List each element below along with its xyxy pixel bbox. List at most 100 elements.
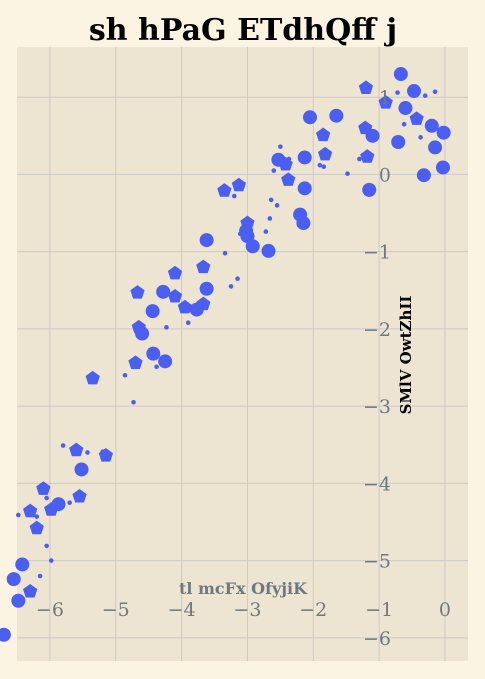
data-point-pentagon <box>36 481 51 495</box>
data-point-pentagon <box>72 488 87 503</box>
data-point-dot <box>401 121 407 127</box>
y-tick-label: −2 <box>363 319 391 341</box>
data-point-pentagon <box>318 146 333 161</box>
data-point-pentagon <box>196 259 211 274</box>
x-tick-labels: −6 −5 −4 −3 −2 −1 0 <box>36 599 451 621</box>
data-point-circle <box>296 216 311 231</box>
data-point-dot <box>16 512 21 518</box>
data-point-pentagon <box>29 520 44 535</box>
data-point-circle <box>11 593 26 608</box>
data-point-dot <box>34 514 40 519</box>
data-point-circle <box>393 67 408 82</box>
data-point-pentagon <box>128 355 143 369</box>
x-axis-label: tl mcFx OfyjiK <box>179 579 308 598</box>
data-point-circle <box>6 572 21 587</box>
plot-background <box>17 47 468 661</box>
y-tick-label: −3 <box>363 396 391 418</box>
data-point-pentagon <box>281 172 296 186</box>
y-tick-label: 0 <box>379 164 391 186</box>
data-point-circle <box>436 125 451 140</box>
data-point-pentagon <box>217 183 232 197</box>
data-point-dot <box>395 90 400 95</box>
data-point-circle <box>158 354 173 369</box>
data-point-dot <box>274 203 280 208</box>
y-tick-label: −6 <box>363 628 391 650</box>
data-point-dot <box>85 450 90 455</box>
data-point-circle <box>145 304 160 319</box>
data-point-dot <box>100 449 105 454</box>
y-tick-label: −1 <box>363 242 391 264</box>
data-point-circle <box>199 281 214 296</box>
data-point-dot <box>122 372 128 378</box>
data-point-circle <box>362 182 377 197</box>
data-point-dot <box>48 558 54 563</box>
data-point-pentagon <box>23 583 38 598</box>
y-tick-labels: −6 −5 −4 −3 −2 −1 0 1 <box>363 87 391 650</box>
data-point-circle <box>297 181 312 196</box>
data-point-dot <box>222 250 228 256</box>
x-tick-label: −4 <box>168 599 196 621</box>
data-points <box>0 67 451 642</box>
x-tick-label: −5 <box>102 599 130 621</box>
data-point-dot <box>37 573 43 579</box>
data-point-pentagon <box>167 288 183 303</box>
y-axis-label: SMlV OwtZhII <box>397 296 415 415</box>
x-tick-label: −3 <box>233 599 261 621</box>
data-point-dot <box>67 500 72 505</box>
data-point-dot <box>60 443 66 448</box>
data-point-pentagon <box>358 80 374 94</box>
x-tick-label: −2 <box>299 599 327 621</box>
data-point-circle <box>329 108 344 123</box>
data-point-pentagon <box>231 177 247 192</box>
data-point-pentagon <box>85 370 100 385</box>
data-point-dot <box>278 144 283 149</box>
data-point-circle <box>416 168 431 183</box>
data-point-pentagon <box>409 111 424 125</box>
y-tick-label: −4 <box>363 473 391 495</box>
y-tick-label: 1 <box>379 87 391 109</box>
data-point-pentagon <box>131 319 146 334</box>
data-point-circle <box>398 101 413 116</box>
data-point-dot <box>286 156 292 162</box>
data-point-dot <box>384 96 390 102</box>
data-point-dot <box>44 495 49 501</box>
data-point-dot <box>228 284 234 289</box>
data-point-pentagon <box>316 127 331 142</box>
data-point-circle <box>146 346 161 361</box>
data-point-dot <box>231 193 237 199</box>
data-point-dot <box>418 135 423 140</box>
data-point-circle <box>302 110 317 125</box>
data-point-circle <box>261 243 276 258</box>
data-point-pentagon <box>177 299 193 314</box>
data-point-circle <box>15 557 30 572</box>
data-point-dot <box>321 164 327 170</box>
data-point-pentagon <box>360 149 375 163</box>
data-point-circle <box>424 118 439 133</box>
data-point-dot <box>154 364 159 370</box>
data-point-dot <box>268 197 274 203</box>
data-point-pentagon <box>240 215 255 230</box>
data-point-circle <box>428 140 443 155</box>
data-point-dot <box>185 320 191 326</box>
data-point-circle <box>74 462 89 477</box>
data-point-dot <box>164 325 169 330</box>
data-point-circle <box>199 233 214 248</box>
data-point-pentagon <box>167 265 183 280</box>
data-point-pentagon <box>69 442 84 457</box>
data-point-pentagon <box>130 285 145 299</box>
data-point-dot <box>131 399 136 405</box>
data-point-dot <box>398 143 404 149</box>
data-point-dot <box>345 171 350 176</box>
data-point-dot <box>422 93 428 98</box>
data-point-dot <box>44 543 49 549</box>
data-point-circle <box>156 284 171 299</box>
data-point-dot <box>263 229 269 234</box>
grid-lines <box>17 47 468 661</box>
y-tick-label: −5 <box>363 551 391 573</box>
data-point-dot <box>235 276 240 281</box>
data-point-dot <box>432 89 438 95</box>
data-point-circle <box>435 160 450 175</box>
x-tick-label: −1 <box>365 599 393 621</box>
data-point-circle <box>407 84 422 99</box>
